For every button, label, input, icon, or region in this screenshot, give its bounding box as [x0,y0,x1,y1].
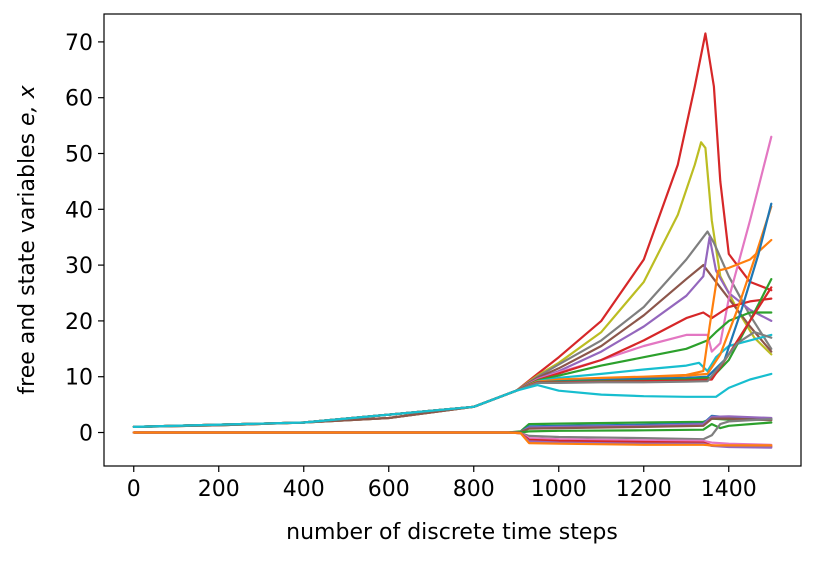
x-axis: 0 200 400 600 800 1000 1200 1400 [127,466,757,502]
y-axis-label-text: free and state variables [15,126,40,395]
series-line-15 [132,372,773,428]
x-tick-label: 400 [283,477,325,502]
y-tick-label: 20 [65,310,93,335]
x-tick-label: 800 [453,477,495,502]
y-axis-label-vars: e, x [15,84,40,126]
x-tick-label: 200 [198,477,240,502]
x-tick-label: 600 [368,477,410,502]
x-tick-label: 1000 [531,477,587,502]
y-axis: 0 10 20 30 40 50 60 70 [65,31,104,447]
y-axis-label: free and state variables e, x [15,84,40,394]
y-tick-label: 10 [65,366,93,391]
y-tick-label: 30 [65,254,93,279]
series-line-3 [132,264,773,428]
x-tick-label: 1400 [701,477,757,502]
x-axis-label: number of discrete time steps [286,520,618,545]
y-tick-label: 70 [65,31,93,56]
x-tick-label: 0 [127,477,141,502]
y-tick-label: 60 [65,87,93,112]
series-line-25 [132,431,773,447]
y-tick-label: 50 [65,143,93,168]
y-tick-label: 40 [65,198,93,223]
plot-frame [103,13,802,467]
x-tick-label: 1200 [616,477,672,502]
series-layer [132,32,773,449]
y-tick-label: 0 [79,422,93,447]
